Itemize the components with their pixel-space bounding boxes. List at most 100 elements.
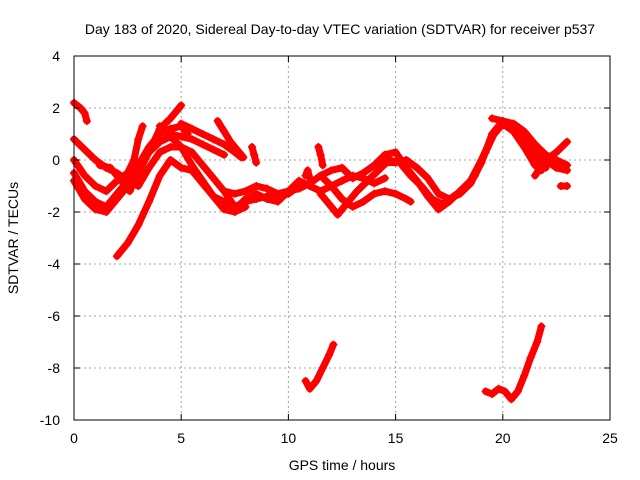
data-point xyxy=(239,153,248,162)
data-point xyxy=(177,101,186,110)
data-point xyxy=(374,166,383,175)
data-point xyxy=(526,353,535,362)
data-point xyxy=(338,163,346,172)
data-point xyxy=(241,195,250,203)
data-point xyxy=(363,176,372,185)
data-point xyxy=(213,117,222,125)
data-point xyxy=(273,197,282,206)
grid-layer xyxy=(74,56,610,420)
data-point xyxy=(333,210,342,219)
data-point xyxy=(541,156,550,164)
data-point xyxy=(428,195,437,203)
data-point xyxy=(232,145,241,154)
data-point xyxy=(537,322,546,331)
data-point xyxy=(134,221,143,229)
plot-frame xyxy=(73,55,611,421)
data-point xyxy=(82,117,91,125)
data-point xyxy=(198,140,207,149)
data-point xyxy=(220,150,229,159)
data-point xyxy=(303,166,312,175)
data-point xyxy=(80,171,89,180)
data-point xyxy=(380,150,389,159)
data-point xyxy=(370,189,379,198)
y-tick-label: 0 xyxy=(52,152,60,168)
data-point xyxy=(466,179,475,188)
data-point xyxy=(391,189,400,198)
data-point xyxy=(563,182,572,190)
data-point xyxy=(327,166,336,175)
data-point xyxy=(230,205,239,214)
data-point xyxy=(445,195,454,203)
data-point xyxy=(177,163,186,172)
data-point xyxy=(434,205,443,214)
data-point xyxy=(359,197,368,206)
data-point xyxy=(230,189,239,198)
data-point xyxy=(488,130,497,138)
data-point xyxy=(155,148,164,157)
series-arc-1 xyxy=(70,99,91,125)
data-point xyxy=(402,156,411,164)
data-point xyxy=(455,189,464,198)
data-point xyxy=(166,156,175,164)
data-point xyxy=(145,148,154,157)
data-point xyxy=(145,197,154,206)
data-point xyxy=(284,187,293,196)
data-point xyxy=(520,371,529,380)
data-point xyxy=(247,143,256,151)
series-arc-18 xyxy=(488,114,571,174)
data-point xyxy=(314,143,323,151)
data-point xyxy=(91,197,100,206)
data-point xyxy=(481,387,490,396)
series-arc-7 xyxy=(113,156,389,260)
data-point xyxy=(509,122,518,131)
traces-layer xyxy=(70,98,572,404)
data-point xyxy=(500,387,509,396)
data-point xyxy=(262,195,271,203)
data-point xyxy=(413,163,422,172)
data-point xyxy=(112,195,121,203)
data-point xyxy=(370,161,379,170)
data-point xyxy=(434,189,443,198)
data-point xyxy=(318,364,327,372)
data-point xyxy=(305,384,314,393)
data-point xyxy=(177,143,186,151)
data-point xyxy=(359,169,368,177)
data-point xyxy=(295,184,304,193)
data-point xyxy=(91,205,100,214)
y-tick-label: -2 xyxy=(48,204,61,220)
data-point xyxy=(417,182,426,190)
data-point xyxy=(177,132,186,141)
data-point xyxy=(316,171,325,180)
data-point xyxy=(507,395,516,404)
data-point xyxy=(252,189,261,198)
x-tick-label: 20 xyxy=(495,430,511,446)
data-point xyxy=(91,182,100,190)
x-axis-label: GPS time / hours xyxy=(289,457,396,473)
data-point xyxy=(552,148,561,157)
data-point xyxy=(155,122,164,131)
x-tick-label: 10 xyxy=(281,430,297,446)
data-point xyxy=(533,338,542,346)
data-point xyxy=(423,174,432,183)
data-point xyxy=(125,187,134,196)
data-point xyxy=(338,195,346,203)
data-point xyxy=(209,135,218,144)
series-arc-19 xyxy=(531,138,571,180)
chart-title: Day 183 of 2020, Sidereal Day-to-day VTE… xyxy=(85,21,595,37)
data-point xyxy=(209,174,218,183)
y-tick-label: -8 xyxy=(48,360,61,376)
data-point xyxy=(102,208,111,216)
data-point xyxy=(220,205,229,214)
data-point xyxy=(498,117,507,125)
data-point xyxy=(262,184,271,193)
data-point xyxy=(406,171,415,180)
data-point xyxy=(301,377,310,385)
data-point xyxy=(513,387,522,396)
data-point xyxy=(316,189,325,198)
data-point xyxy=(155,171,164,180)
data-point xyxy=(134,135,143,144)
data-point xyxy=(370,179,379,188)
data-point xyxy=(252,158,261,167)
data-point xyxy=(552,163,561,172)
